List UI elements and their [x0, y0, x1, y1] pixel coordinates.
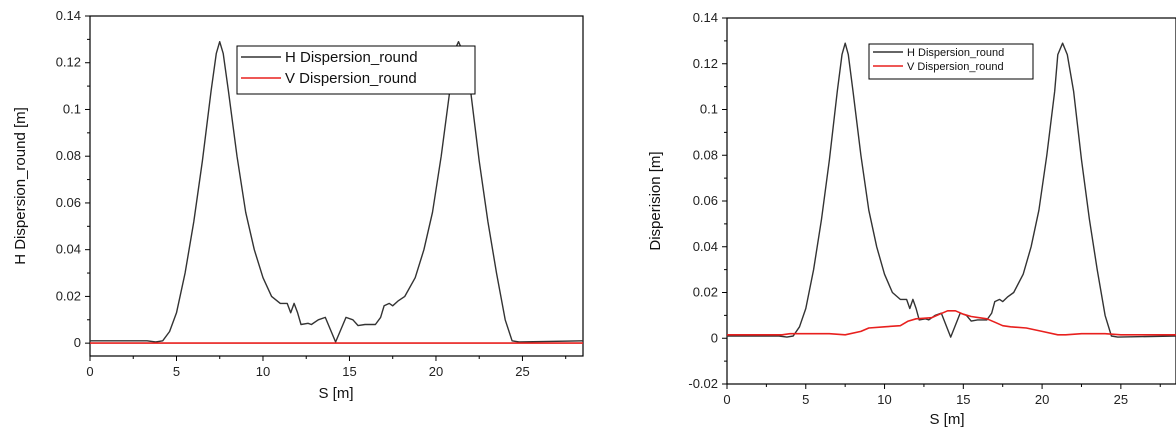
x-tick-label: 15 — [956, 392, 970, 407]
y-tick-label: 0.06 — [693, 193, 718, 208]
y-tick-label: 0 — [711, 330, 718, 345]
legend-label: V Dispersion_round — [907, 61, 1004, 73]
x-tick-label: 10 — [877, 392, 891, 407]
y-tick-label: 0.06 — [56, 195, 81, 210]
legend-label: H Dispersion_round — [285, 49, 418, 66]
x-axis-label: S [m] — [318, 385, 353, 402]
x-tick-label: 20 — [1035, 392, 1049, 407]
series-line-v-dispersion — [727, 309, 1176, 336]
legend-label: V Dispersion_round — [285, 70, 417, 87]
legend-box — [868, 43, 1034, 80]
y-tick-label: 0.08 — [693, 147, 718, 162]
x-tick-label: 5 — [802, 392, 809, 407]
y-tick-label: 0.04 — [56, 242, 81, 257]
y-tick-label: 0.14 — [56, 8, 81, 23]
y-axis-label: Disperision [m] — [647, 151, 664, 250]
chart-left: 0 5 10 15 20 25 0 0.02 0.04 0.06 0.08 0.1 0.12 0.14 S … — [12, 8, 584, 402]
x-tick-label: 5 — [173, 364, 180, 379]
x-tick-label: 0 — [86, 364, 93, 379]
chart-right: 0 5 10 15 20 25 -0.02 0 0.02 0.04 0.06 0.08 0.1 0.12 0… — [647, 10, 1176, 428]
series-line-h-dispersion — [727, 42, 1176, 338]
y-tick-label: 0.1 — [700, 102, 718, 117]
x-tick-label: 20 — [429, 364, 443, 379]
y-tick-label: 0.12 — [56, 55, 81, 70]
y-tick-label: 0.08 — [56, 148, 81, 163]
y-tick-label: -0.02 — [688, 376, 718, 391]
x-axis-label: S [m] — [929, 411, 964, 428]
x-tick-label: 25 — [515, 364, 529, 379]
y-tick-label: 0.02 — [693, 285, 718, 300]
x-tick-label: 25 — [1114, 392, 1128, 407]
y-tick-label: 0.14 — [693, 10, 718, 25]
y-tick-label: 0.1 — [63, 101, 81, 116]
x-tick-label: 15 — [342, 364, 356, 379]
x-tick-label: 0 — [723, 392, 730, 407]
x-tick-label: 10 — [256, 364, 270, 379]
y-axis-label: H Dispersion_round [m] — [12, 107, 29, 265]
plot-frame — [89, 15, 584, 357]
legend-label: H Dispersion_round — [907, 47, 1004, 59]
y-tick-label: 0 — [74, 335, 81, 350]
y-tick-label: 0.12 — [693, 56, 718, 71]
legend-box — [236, 45, 476, 95]
y-tick-label: 0.02 — [56, 288, 81, 303]
y-tick-label: 0.04 — [693, 239, 718, 254]
